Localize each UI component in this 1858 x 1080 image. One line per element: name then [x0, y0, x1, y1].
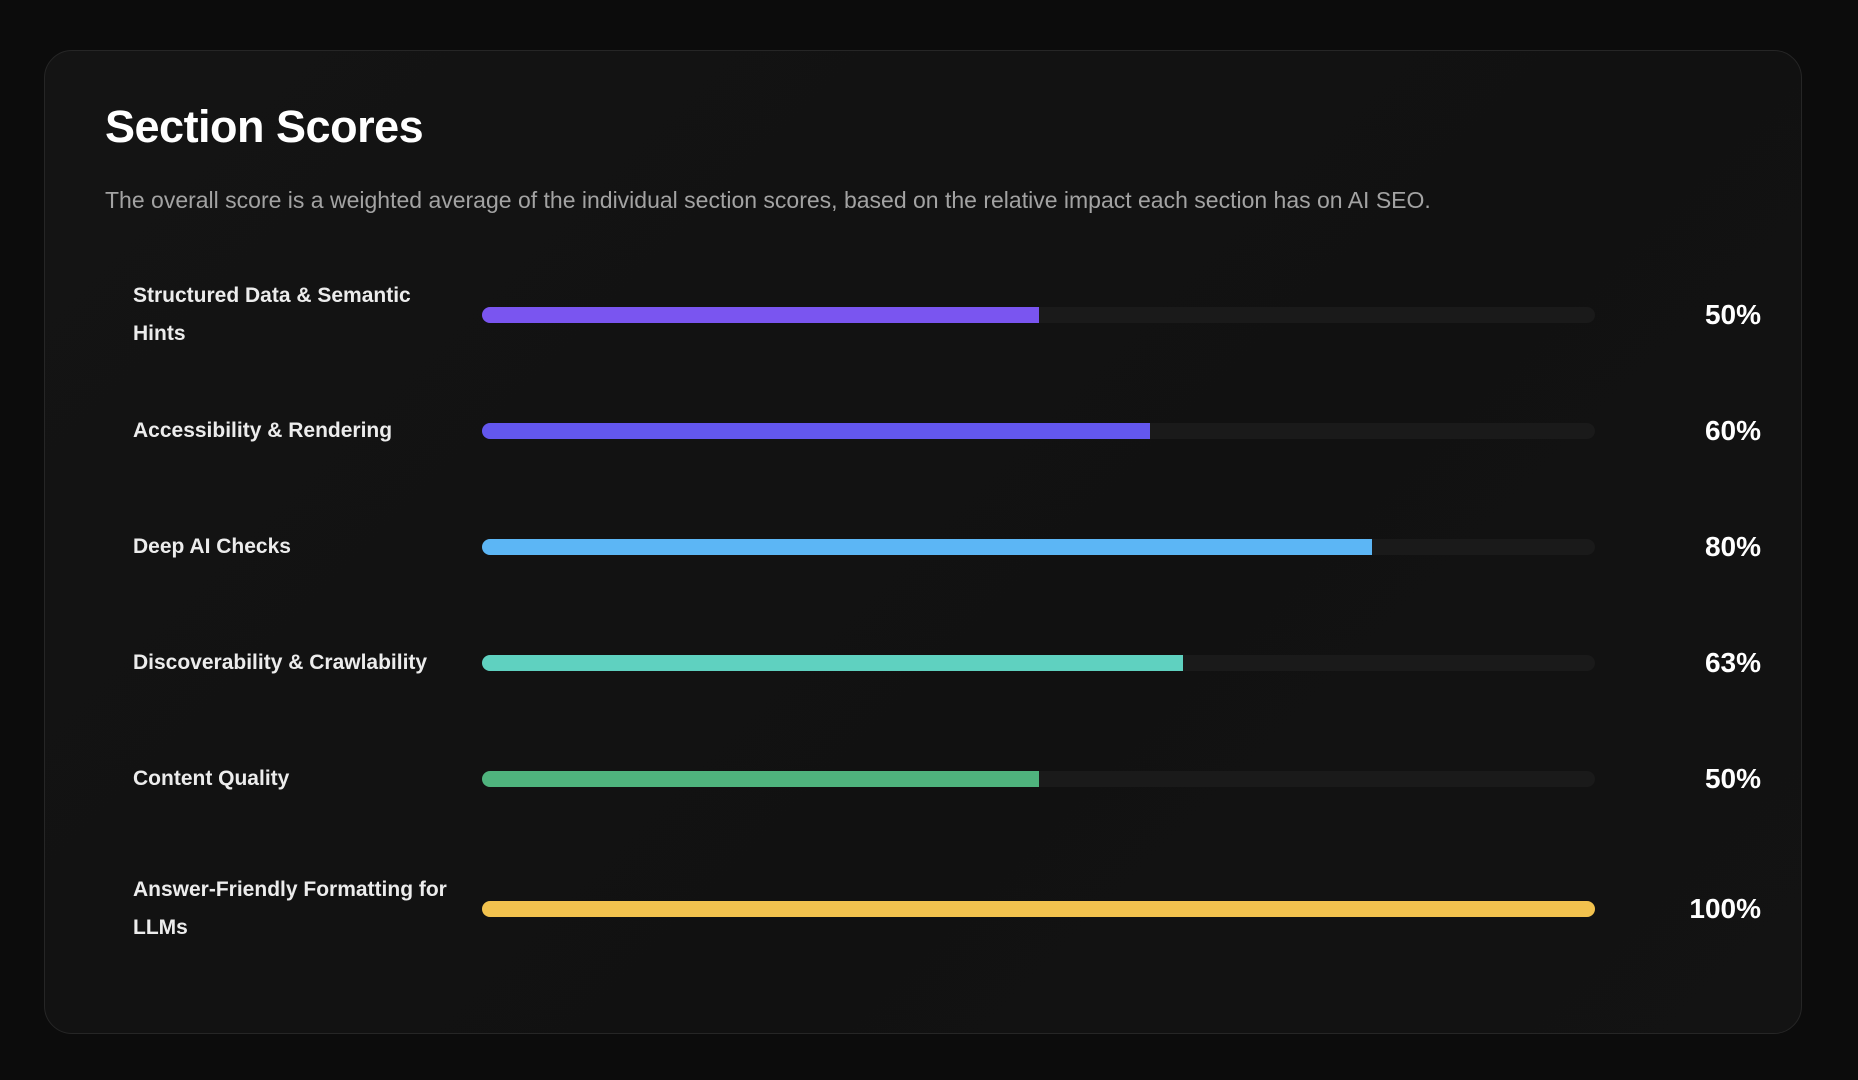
score-bar [482, 901, 1595, 917]
score-bars-chart: Structured Data & Semantic Hints 50% Acces… [45, 51, 1801, 1033]
score-value: 63% [1704, 647, 1761, 678]
score-value: 50% [1704, 299, 1761, 330]
score-bar [482, 539, 1373, 555]
score-label: Content Quality [133, 767, 290, 790]
score-value: 50% [1704, 763, 1761, 794]
score-row: Content Quality 50% [133, 739, 1761, 819]
score-row: Structured Data & Semantic Hints 50% [133, 275, 1761, 355]
score-bar [482, 771, 1039, 787]
score-label: Accessibility & Rendering [133, 419, 393, 442]
score-bar [482, 655, 1184, 671]
card-description: The overall score is a weighted average … [105, 187, 1431, 213]
score-track [482, 901, 1595, 917]
score-track [482, 539, 1595, 555]
section-scores-card: Section Scores The overall score is a we… [44, 50, 1802, 1034]
score-row: Accessibility & Rendering 60% [133, 391, 1761, 471]
score-row: Discoverability & Crawlability 63% [133, 623, 1761, 703]
card-title: Section Scores [105, 101, 424, 152]
score-track [482, 307, 1595, 323]
score-row: Answer-Friendly Formatting for LLMs 100% [133, 869, 1761, 949]
score-label: Answer-Friendly Formatting for LLMs [133, 878, 447, 939]
score-bar [482, 423, 1150, 439]
score-track [482, 423, 1595, 439]
score-label: Structured Data & Semantic Hints [133, 284, 411, 345]
score-bar [482, 307, 1039, 323]
score-track [482, 771, 1595, 787]
score-value: 60% [1704, 415, 1761, 446]
score-value: 100% [1689, 893, 1761, 924]
score-row: Deep AI Checks 80% [133, 507, 1761, 587]
score-label: Deep AI Checks [133, 535, 291, 558]
score-label: Discoverability & Crawlability [133, 651, 428, 674]
score-track [482, 655, 1595, 671]
score-value: 80% [1704, 531, 1761, 562]
